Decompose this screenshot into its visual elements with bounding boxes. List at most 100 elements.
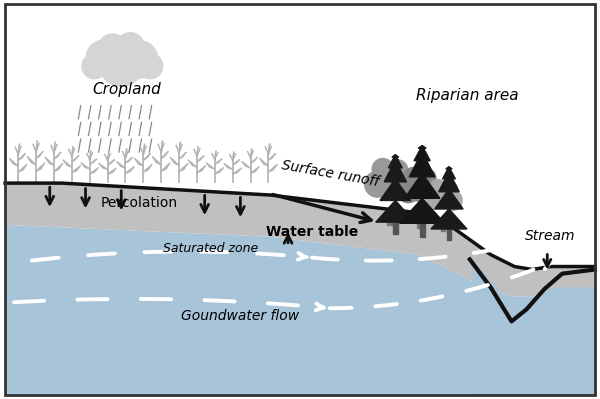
Polygon shape xyxy=(89,159,97,164)
Polygon shape xyxy=(116,161,125,168)
Polygon shape xyxy=(443,167,455,179)
Circle shape xyxy=(121,41,158,78)
Text: Stream: Stream xyxy=(525,229,575,243)
Text: Percolation: Percolation xyxy=(101,196,178,210)
Polygon shape xyxy=(72,165,81,173)
Circle shape xyxy=(98,34,127,63)
Polygon shape xyxy=(54,152,61,159)
Text: Saturated zone: Saturated zone xyxy=(163,242,258,255)
Polygon shape xyxy=(27,156,36,165)
Polygon shape xyxy=(446,229,451,240)
Polygon shape xyxy=(54,163,63,172)
Polygon shape xyxy=(376,200,415,222)
Polygon shape xyxy=(435,189,463,209)
Polygon shape xyxy=(473,261,595,395)
Polygon shape xyxy=(152,156,161,165)
Polygon shape xyxy=(45,157,54,165)
Polygon shape xyxy=(170,157,179,165)
Circle shape xyxy=(116,33,145,61)
Circle shape xyxy=(82,54,107,79)
Polygon shape xyxy=(36,163,45,171)
Circle shape xyxy=(418,180,442,204)
Polygon shape xyxy=(161,163,170,171)
Polygon shape xyxy=(387,208,392,225)
Polygon shape xyxy=(440,218,445,231)
Circle shape xyxy=(388,172,414,198)
Polygon shape xyxy=(5,225,595,395)
Text: Riparian area: Riparian area xyxy=(416,88,518,103)
Polygon shape xyxy=(98,163,107,170)
Polygon shape xyxy=(439,172,459,192)
Polygon shape xyxy=(420,223,425,237)
Polygon shape xyxy=(380,179,410,200)
Circle shape xyxy=(386,160,408,181)
Polygon shape xyxy=(388,155,403,168)
Polygon shape xyxy=(233,168,242,174)
Polygon shape xyxy=(72,155,79,162)
Polygon shape xyxy=(197,156,204,162)
Circle shape xyxy=(404,168,423,187)
Circle shape xyxy=(416,169,436,188)
Polygon shape xyxy=(9,158,18,166)
Polygon shape xyxy=(268,153,275,160)
Circle shape xyxy=(404,171,434,201)
Circle shape xyxy=(104,51,138,85)
Polygon shape xyxy=(36,151,43,158)
Polygon shape xyxy=(259,158,268,166)
Polygon shape xyxy=(179,152,186,159)
Text: Cropland: Cropland xyxy=(93,82,161,97)
Polygon shape xyxy=(89,168,98,174)
Polygon shape xyxy=(414,146,430,161)
Polygon shape xyxy=(18,164,27,172)
Polygon shape xyxy=(215,168,224,174)
Polygon shape xyxy=(188,160,197,167)
Polygon shape xyxy=(125,157,133,163)
Polygon shape xyxy=(393,222,398,234)
Polygon shape xyxy=(417,213,422,228)
Polygon shape xyxy=(409,152,435,177)
Polygon shape xyxy=(446,167,452,169)
Polygon shape xyxy=(107,168,116,174)
Polygon shape xyxy=(206,163,215,169)
Polygon shape xyxy=(179,163,188,172)
Circle shape xyxy=(430,180,446,196)
Polygon shape xyxy=(63,160,72,167)
Polygon shape xyxy=(5,183,595,296)
Circle shape xyxy=(86,40,121,74)
Polygon shape xyxy=(197,165,206,173)
Polygon shape xyxy=(400,198,445,223)
Circle shape xyxy=(424,190,444,209)
Polygon shape xyxy=(134,158,143,166)
Polygon shape xyxy=(251,166,259,173)
Polygon shape xyxy=(143,164,152,172)
Polygon shape xyxy=(5,4,595,269)
Polygon shape xyxy=(161,151,169,158)
Polygon shape xyxy=(233,160,240,165)
Circle shape xyxy=(442,190,462,210)
Polygon shape xyxy=(143,153,151,160)
Polygon shape xyxy=(81,162,89,169)
Polygon shape xyxy=(224,163,233,170)
Text: Surface runoff: Surface runoff xyxy=(280,158,380,189)
Circle shape xyxy=(372,158,394,180)
Circle shape xyxy=(430,183,456,208)
Polygon shape xyxy=(431,209,467,229)
Polygon shape xyxy=(418,146,426,148)
Circle shape xyxy=(441,180,457,197)
Text: Goundwater flow: Goundwater flow xyxy=(181,309,299,323)
Polygon shape xyxy=(18,154,25,160)
Polygon shape xyxy=(392,155,399,157)
Polygon shape xyxy=(242,161,251,168)
Circle shape xyxy=(138,54,163,79)
Circle shape xyxy=(365,171,391,197)
Polygon shape xyxy=(215,159,222,164)
Polygon shape xyxy=(404,173,440,198)
Polygon shape xyxy=(268,164,277,172)
Circle shape xyxy=(99,41,143,86)
Polygon shape xyxy=(125,166,134,173)
Polygon shape xyxy=(384,160,406,182)
Polygon shape xyxy=(251,157,257,163)
Circle shape xyxy=(373,162,406,196)
Circle shape xyxy=(397,179,420,203)
Polygon shape xyxy=(107,160,115,165)
